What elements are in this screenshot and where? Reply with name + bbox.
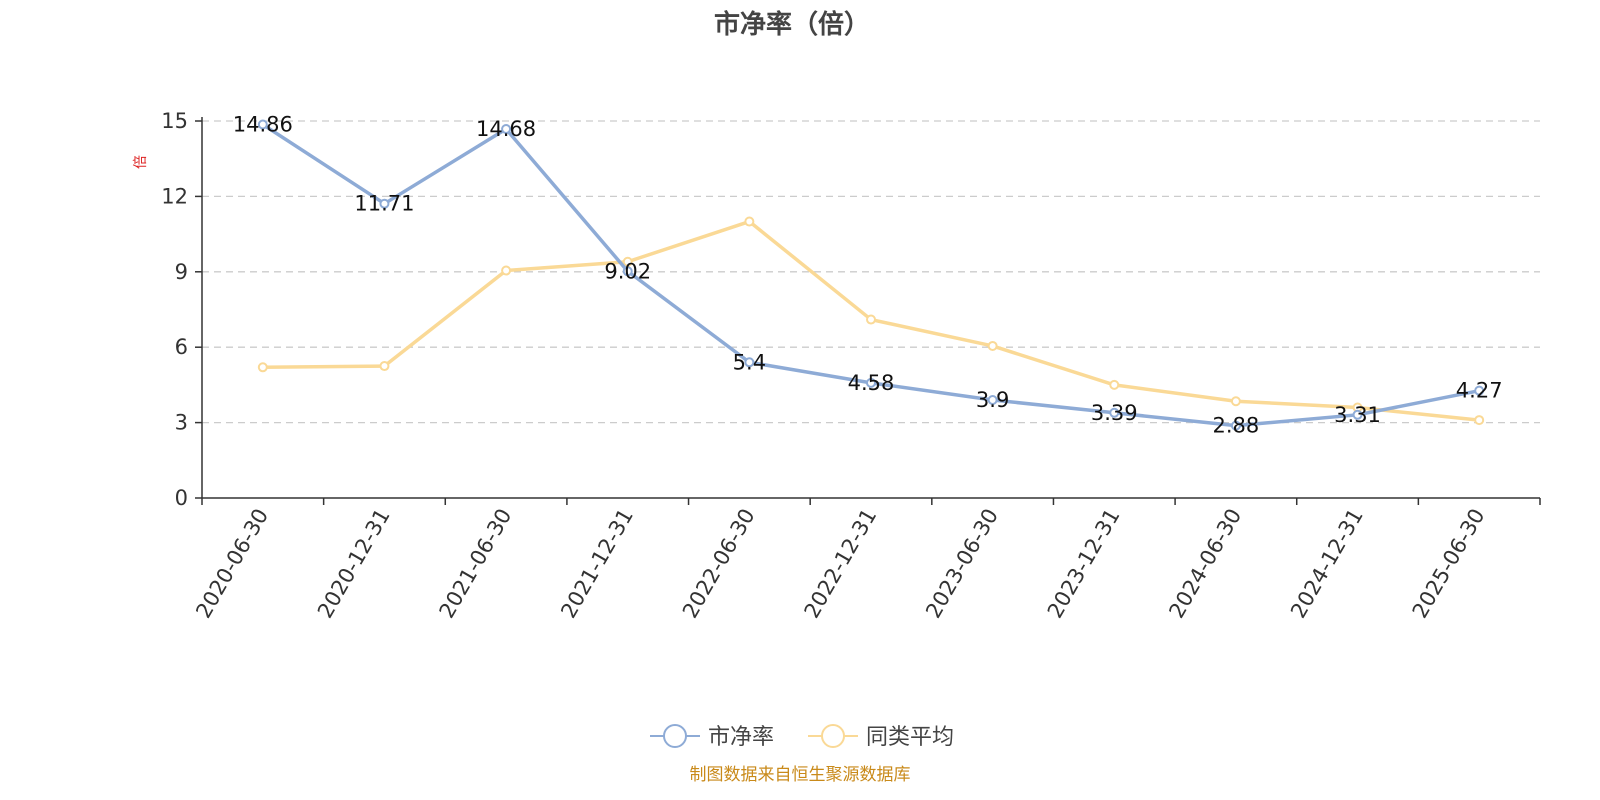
point-peer-average: [1230, 396, 1241, 407]
x-tick-label: 2021-06-30: [435, 505, 517, 623]
y-tick-label: 6: [175, 335, 188, 359]
point-peer-average: [866, 314, 876, 325]
point-peer-average: [379, 361, 390, 372]
y-tick-label: 3: [175, 411, 188, 435]
x-tick-label: 2023-12-31: [1043, 505, 1125, 623]
point-pb: [257, 119, 268, 130]
data-label-pb: 3.31: [1334, 403, 1381, 427]
point-pb: [622, 266, 633, 277]
point-peer-average: [622, 256, 633, 267]
point-pb: [1230, 420, 1241, 431]
point-pb: [1352, 409, 1363, 420]
legend-label: 市净率: [708, 725, 774, 750]
data-label-pb: 14.86: [233, 113, 293, 137]
legend-item-peer-average[interactable]: 同类平均: [808, 724, 954, 750]
data-label-pb: 4.58: [848, 371, 895, 395]
data-label-pb: 9.02: [604, 259, 651, 283]
x-tick-label: 2020-06-30: [191, 505, 273, 623]
point-peer-average: [257, 362, 268, 373]
legend-item-pb[interactable]: 市净率: [650, 724, 774, 750]
x-tick-label: 2021-12-31: [556, 505, 638, 623]
x-tick-label: 2025-06-30: [1408, 505, 1490, 623]
chart-title: 市净率（倍）: [714, 9, 870, 40]
grid-lines: [202, 120, 1540, 424]
data-label-pb: 5.4: [733, 350, 766, 374]
y-tick-label: 9: [175, 260, 188, 284]
point-peer-average: [1474, 415, 1485, 426]
point-pb: [744, 357, 755, 368]
data-labels: 14.86 11.71 14.68 9.02 5.4 4.58 3.9 3.39 2.88 3.3…: [233, 113, 1503, 438]
x-tick-label: 2020-12-31: [313, 505, 395, 623]
legend-circle-icon: [663, 724, 687, 748]
point-peer-average: [987, 340, 998, 351]
point-pb: [866, 377, 876, 388]
point-peer-average: [501, 265, 512, 276]
x-tick-label: 2023-06-30: [921, 505, 1003, 623]
point-peer-average: [1109, 379, 1120, 390]
x-tick-label: 2022-06-30: [678, 505, 760, 623]
data-label-pb: 14.68: [476, 117, 536, 141]
legend[interactable]: 市净率 同类平均: [650, 724, 954, 750]
data-label-pb: 3.39: [1091, 401, 1138, 425]
data-label-pb: 4.27: [1456, 379, 1503, 403]
y-tick-label: 15: [161, 109, 188, 133]
source-note: 制图数据来自恒生聚源数据库: [690, 765, 911, 785]
point-pb: [1474, 385, 1485, 396]
legend-label: 同类平均: [866, 725, 954, 750]
y-tick-label: 0: [175, 486, 188, 510]
y-tick-label: 12: [161, 184, 188, 208]
point-peer-average: [744, 216, 755, 227]
x-tick-label: 2024-06-30: [1164, 505, 1246, 623]
point-pb: [987, 394, 998, 405]
x-tick-label: 2022-12-31: [800, 505, 882, 623]
point-pb: [501, 124, 512, 135]
data-label-pb: 11.71: [354, 192, 414, 216]
legend-circle-icon: [821, 724, 845, 748]
y-axis-unit: 倍: [133, 155, 149, 169]
series-lines: [257, 119, 1485, 431]
point-pb: [1109, 407, 1120, 418]
data-label-pb: 2.88: [1213, 414, 1260, 438]
data-label-pb: 3.9: [976, 388, 1009, 412]
point-pb: [379, 198, 390, 209]
x-tick-label: 2024-12-31: [1286, 505, 1368, 623]
